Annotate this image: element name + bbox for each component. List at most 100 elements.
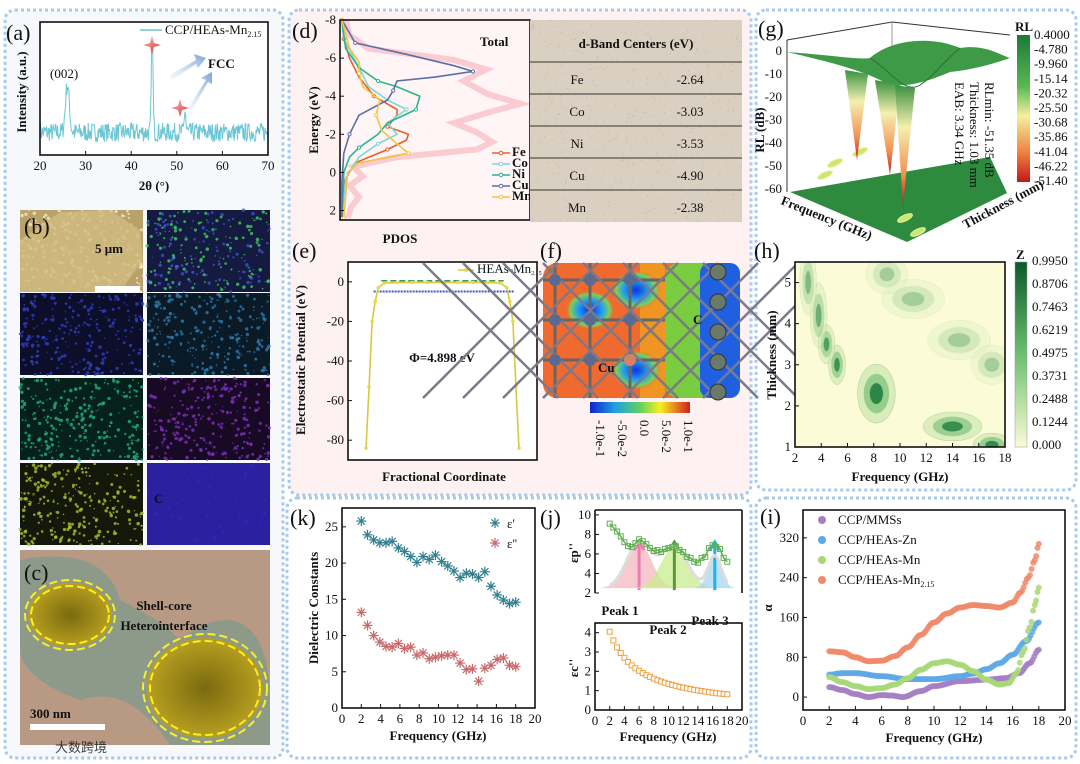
table-texture [627,113,629,115]
eds-dot [235,399,238,401]
table-texture [561,64,563,66]
x-tick-label: 4 [818,450,825,465]
table-texture [559,66,561,68]
y-tick-label: 0 [338,274,345,289]
eds-dot [260,369,264,372]
data-point [610,637,617,644]
eds-dot [259,325,261,328]
alpha-point [1033,597,1040,604]
eds-dot [52,427,56,431]
table-cell-value: -3.53 [676,136,703,151]
table-texture [597,57,599,59]
eds-dot [96,318,98,321]
table-texture [687,216,689,218]
eds-dot [126,443,130,446]
table-texture [694,41,696,43]
y-tick-label: -2 [325,126,336,141]
eds-dot [201,250,203,253]
eds-dot [36,222,40,226]
table-texture [740,112,742,114]
y-tick-label: 10 [578,507,591,522]
asterisk-marker [493,655,502,664]
eds-dot [168,245,171,248]
contour-level [947,332,971,348]
table-texture [692,179,694,181]
asterisk-marker [369,535,378,544]
table-texture [544,109,546,111]
eds-dot [80,299,84,303]
eds-dot [74,470,77,473]
legend-subscript: 2.15 [531,271,542,277]
eds-dot [20,531,24,536]
eds-dot [246,423,250,428]
x-axis-label: Frequency (GHz) [886,730,983,745]
eds-dot [45,447,49,451]
eds-dot [256,408,259,412]
eds-dot [162,245,166,249]
eds-dot [225,236,227,238]
eds-dot [81,208,84,212]
eds-dot [70,325,72,327]
eds-dot [210,300,213,303]
element-map-label: Ni [27,491,40,506]
table-texture [638,184,640,186]
table-texture [686,30,688,32]
eds-dot [44,294,47,297]
legend-label: Fe [512,144,526,159]
eds-dot [188,278,191,280]
eds-dot [214,255,216,257]
eds-dot [20,405,24,409]
eds-dot [97,295,101,298]
eds-dot [121,213,124,216]
table-texture [565,142,567,144]
eds-dot [173,214,176,218]
table-texture [581,96,583,98]
eds-dot [176,380,180,383]
table-texture [632,163,634,165]
colorbar-label: -1.0e-1 [593,420,608,457]
eds-dot [27,434,31,438]
measured-point [694,559,701,566]
x-tick-label: 2 [358,711,365,726]
eds-dot [165,429,168,433]
measured-point [617,533,624,540]
table-texture [573,184,575,186]
asterisk-marker [419,648,428,657]
eds-dot [94,518,99,522]
legend-marker [498,150,504,156]
eds-dot [21,508,26,513]
eds-dot [219,256,222,259]
eds-dot [103,498,106,501]
eds-dot [96,430,100,434]
table-texture [604,120,606,122]
legend-label: HEAs-Mn2.15 [477,261,542,277]
eds-dot [267,294,270,297]
table-texture [733,175,735,177]
eds-dot [161,444,164,446]
eds-dot [268,227,271,230]
eds-dot [56,517,59,519]
eds-dot [149,405,153,408]
eds-dot [128,354,131,357]
eds-dot [188,383,190,386]
eds-dot [215,451,217,454]
table-texture [555,82,557,84]
eds-dot [163,377,168,381]
asterisk-marker [511,662,520,671]
x-axis-label: PDOS [383,231,418,246]
measured-point [669,544,676,551]
eds-dot [177,425,181,429]
table-texture [533,173,535,175]
eds-dot [85,341,90,346]
table-texture [733,116,735,118]
eds-dot [75,334,77,336]
table-texture [532,219,534,221]
table-texture [639,119,641,121]
element-map-label: Mn [154,406,174,421]
eds-dot [168,294,172,298]
eds-dot [262,365,267,370]
z-tick-label: -40 [765,135,782,150]
table-texture [545,77,547,79]
table-texture [610,185,612,187]
y-tick-label: -20 [327,313,344,328]
